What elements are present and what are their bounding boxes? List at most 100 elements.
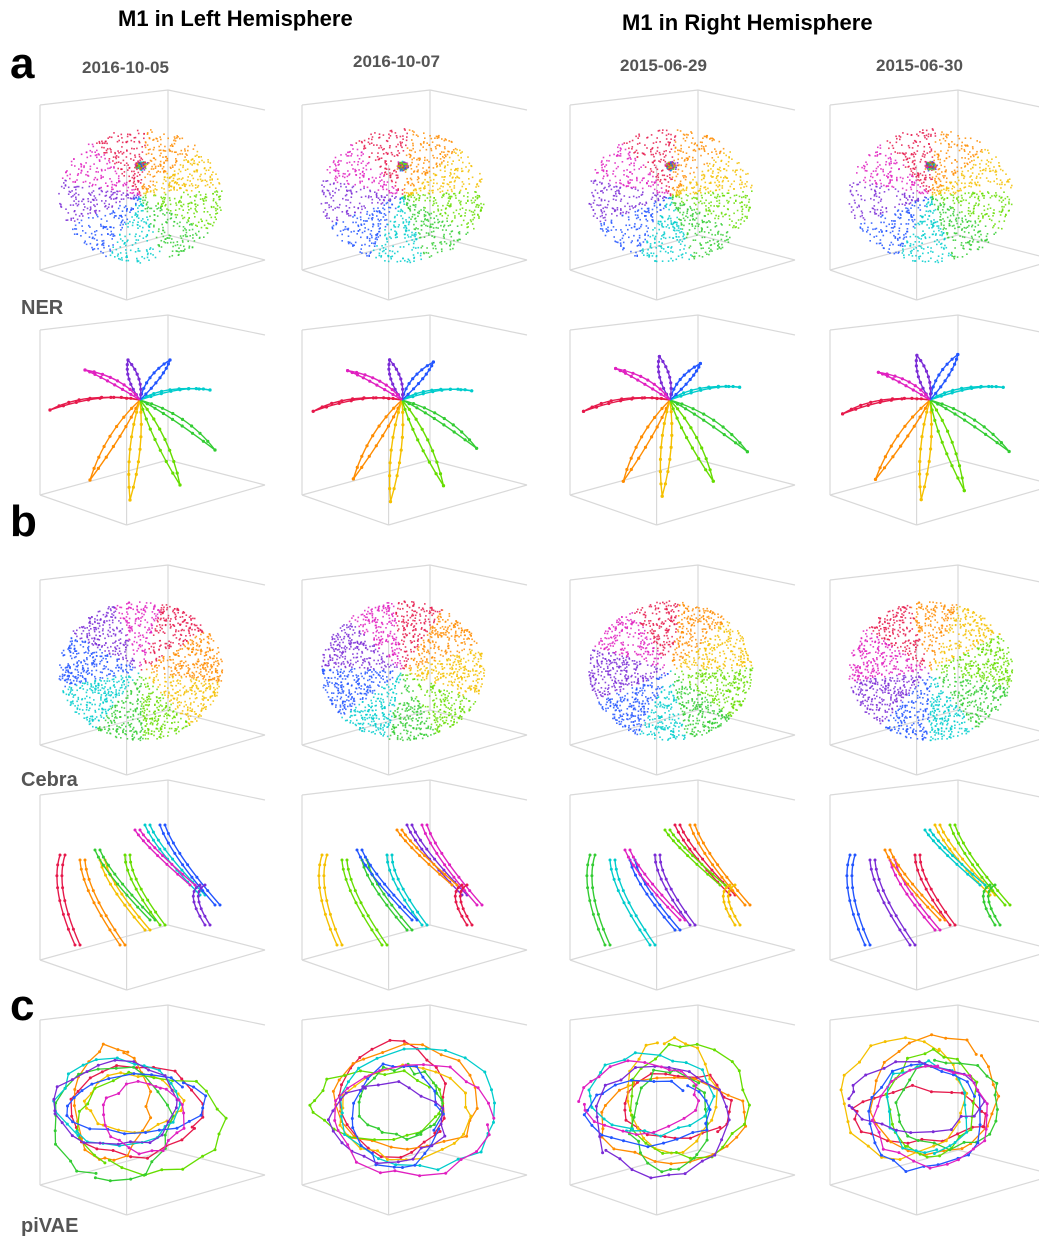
point-r0-c2-967 [654, 238, 656, 241]
point-r0-c2-796 [655, 195, 657, 197]
point-r0-c0-1169 [183, 191, 185, 194]
point-r0-c1-687 [415, 198, 418, 200]
point-r0-c2-659 [678, 229, 680, 232]
point-r0-c2-1111 [689, 182, 692, 185]
box-r0-c3-floor-right [916, 263, 1039, 301]
point-r0-c1-1100 [361, 244, 363, 246]
point-r0-c0-231 [134, 212, 137, 214]
point-r0-c1-1453 [432, 200, 435, 203]
point-r0-c0-351 [123, 171, 126, 173]
point-r0-c2-651 [713, 159, 715, 162]
point-r0-c1-556 [434, 146, 437, 148]
point-r0-c1-507 [432, 185, 434, 188]
point-r0-c2-623 [656, 174, 659, 177]
point-r0-c1-435 [446, 217, 448, 220]
point-r0-c0-1294 [81, 225, 83, 227]
point-r0-c2-196 [620, 229, 622, 231]
point-r0-c0-938 [155, 181, 158, 184]
point-r0-c0-849 [144, 208, 147, 210]
point-r0-c3-103 [974, 183, 977, 185]
point-r0-c1-241 [437, 205, 439, 207]
point-r0-c2-740 [601, 190, 603, 192]
point-r0-c1-1146 [379, 223, 382, 225]
point-r0-c1-64 [391, 195, 393, 197]
point-r0-c1-1301 [402, 168, 405, 170]
point-r0-c0-981 [126, 189, 129, 192]
point-r0-c3-308 [949, 182, 952, 185]
point-r0-c0-1143 [148, 259, 150, 261]
point-r0-c3-171 [933, 203, 936, 206]
point-r0-c1-428 [395, 231, 398, 233]
point-r0-c1-763 [403, 226, 405, 229]
point-r0-c0-972 [145, 153, 148, 156]
point-r0-c2-1307 [644, 144, 646, 146]
point-r0-c0-1090 [195, 205, 197, 208]
point-r0-c1-525 [360, 154, 363, 157]
point-r0-c2-760 [702, 177, 705, 180]
point-r0-c1-554 [391, 180, 393, 183]
point-r0-c1-85 [407, 223, 410, 226]
point-r0-c2-505 [703, 236, 706, 239]
point-r0-c0-559 [108, 161, 111, 164]
point-r0-c0-1467 [191, 224, 193, 226]
point-r0-c1-483 [410, 184, 412, 187]
panel-letter-c: c [10, 981, 35, 1030]
point-r0-c2-28 [674, 179, 676, 182]
point-r0-c1-778 [404, 129, 406, 131]
point-r0-c0-80 [159, 209, 162, 212]
point-r0-c0-959 [107, 233, 109, 235]
point-r0-c1-869 [429, 226, 431, 228]
point-r0-c2-506 [604, 199, 606, 202]
point-r0-c0-948 [129, 134, 132, 136]
point-r0-c1-297 [432, 191, 434, 194]
point-r0-c0-847 [126, 181, 128, 184]
point-r0-c0-1236 [97, 171, 99, 173]
point-r0-c0-257 [100, 177, 102, 180]
point-r0-c1-119 [405, 227, 408, 230]
point-r0-c2-101 [682, 184, 685, 187]
point-r0-c1-266 [477, 185, 480, 188]
point-r0-c0-911 [74, 181, 76, 183]
point-r0-c1-423 [471, 176, 474, 179]
point-r0-c0-1019 [161, 205, 163, 207]
point-r0-c0-1070 [117, 190, 119, 193]
point-r0-c1-402 [366, 210, 369, 213]
point-r0-c0-278 [143, 192, 145, 195]
point-r0-c1-807 [402, 135, 404, 137]
point-r0-c1-723 [409, 205, 412, 208]
point-r0-c1-504 [383, 213, 386, 215]
point-r0-c0-1444 [120, 150, 122, 153]
point-r0-c1-98 [406, 162, 409, 165]
point-r0-c1-1360 [410, 173, 413, 175]
point-r0-c1-22 [328, 192, 331, 194]
point-r0-c0-1241 [138, 192, 141, 194]
point-r0-c2-362 [729, 196, 732, 199]
point-r0-c1-281 [337, 172, 340, 175]
point-r0-c0-560 [166, 172, 169, 175]
point-r0-c0-920 [153, 191, 155, 193]
point-r0-c2-1300 [588, 202, 591, 205]
point-r0-c3-274 [897, 190, 900, 193]
point-r0-c2-148 [699, 200, 702, 202]
point-r0-c0-119 [171, 150, 173, 153]
point-r0-c2-442 [717, 156, 719, 158]
point-r0-c0-222 [92, 190, 95, 192]
point-r0-c2-147 [741, 196, 743, 199]
point-r0-c1-1272 [371, 136, 374, 138]
point-r0-c0-977 [114, 170, 117, 173]
point-r0-c2-1399 [656, 190, 658, 192]
point-r0-c3-135 [971, 146, 974, 148]
point-r0-c1-1395 [329, 193, 331, 196]
point-r0-c2-205 [619, 153, 622, 155]
point-r0-c0-1115 [77, 173, 80, 175]
point-r0-c0-1095 [190, 207, 192, 210]
point-r0-c0-1243 [131, 147, 133, 150]
point-r0-c2-1487 [669, 196, 671, 199]
point-r0-c0-462 [188, 229, 191, 231]
point-r0-c1-1253 [379, 176, 381, 178]
point-r0-c3-190 [916, 190, 919, 192]
point-r0-c3-181 [961, 217, 963, 220]
point-r0-c2-1440 [607, 203, 609, 206]
point-r0-c1-575 [406, 147, 409, 149]
point-r0-c2-1310 [669, 169, 672, 172]
